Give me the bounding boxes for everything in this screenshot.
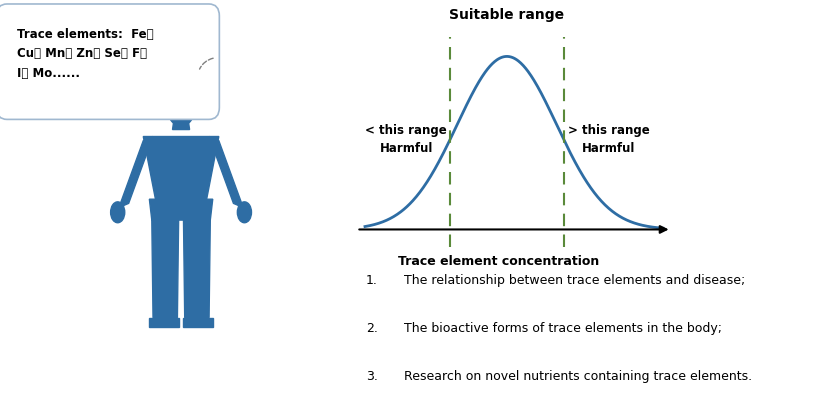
Polygon shape: [118, 137, 153, 208]
Text: 1.: 1.: [365, 273, 378, 287]
Text: 2.: 2.: [365, 322, 378, 335]
Ellipse shape: [110, 202, 124, 223]
Text: Trace elements:  Fe，
Cu， Mn， Zn， Se， F，
I， Mo......: Trace elements: Fe， Cu， Mn， Zn， Se， F， I…: [17, 28, 154, 80]
Ellipse shape: [237, 202, 251, 223]
Polygon shape: [183, 318, 213, 327]
Text: < this range
Harmful: < this range Harmful: [365, 124, 446, 155]
Polygon shape: [209, 137, 243, 208]
Polygon shape: [143, 137, 219, 199]
Polygon shape: [152, 220, 178, 318]
Text: Trace element concentration: Trace element concentration: [397, 256, 599, 268]
Polygon shape: [149, 199, 213, 220]
Ellipse shape: [166, 88, 195, 126]
Text: The bioactive forms of trace elements in the body;: The bioactive forms of trace elements in…: [403, 322, 721, 335]
Text: The relationship between trace elements and disease;: The relationship between trace elements …: [403, 273, 744, 287]
Polygon shape: [183, 220, 210, 318]
FancyBboxPatch shape: [0, 4, 219, 119]
Text: > this range
Harmful: > this range Harmful: [567, 124, 649, 155]
FancyArrowPatch shape: [200, 58, 213, 69]
Text: Suitable range: Suitable range: [449, 8, 564, 22]
Text: Research on novel nutrients containing trace elements.: Research on novel nutrients containing t…: [403, 370, 751, 383]
Text: 3.: 3.: [365, 370, 378, 383]
Polygon shape: [149, 318, 179, 327]
Polygon shape: [172, 121, 190, 129]
